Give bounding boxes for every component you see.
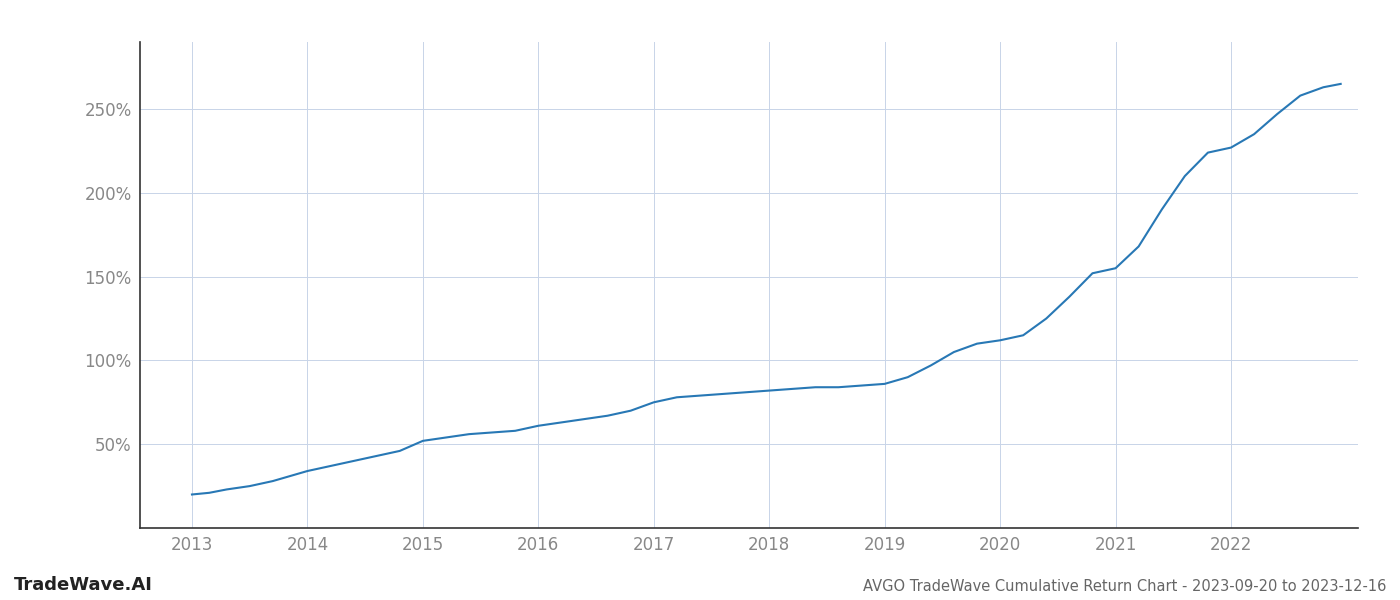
Text: AVGO TradeWave Cumulative Return Chart - 2023-09-20 to 2023-12-16: AVGO TradeWave Cumulative Return Chart -… <box>862 579 1386 594</box>
Text: TradeWave.AI: TradeWave.AI <box>14 576 153 594</box>
